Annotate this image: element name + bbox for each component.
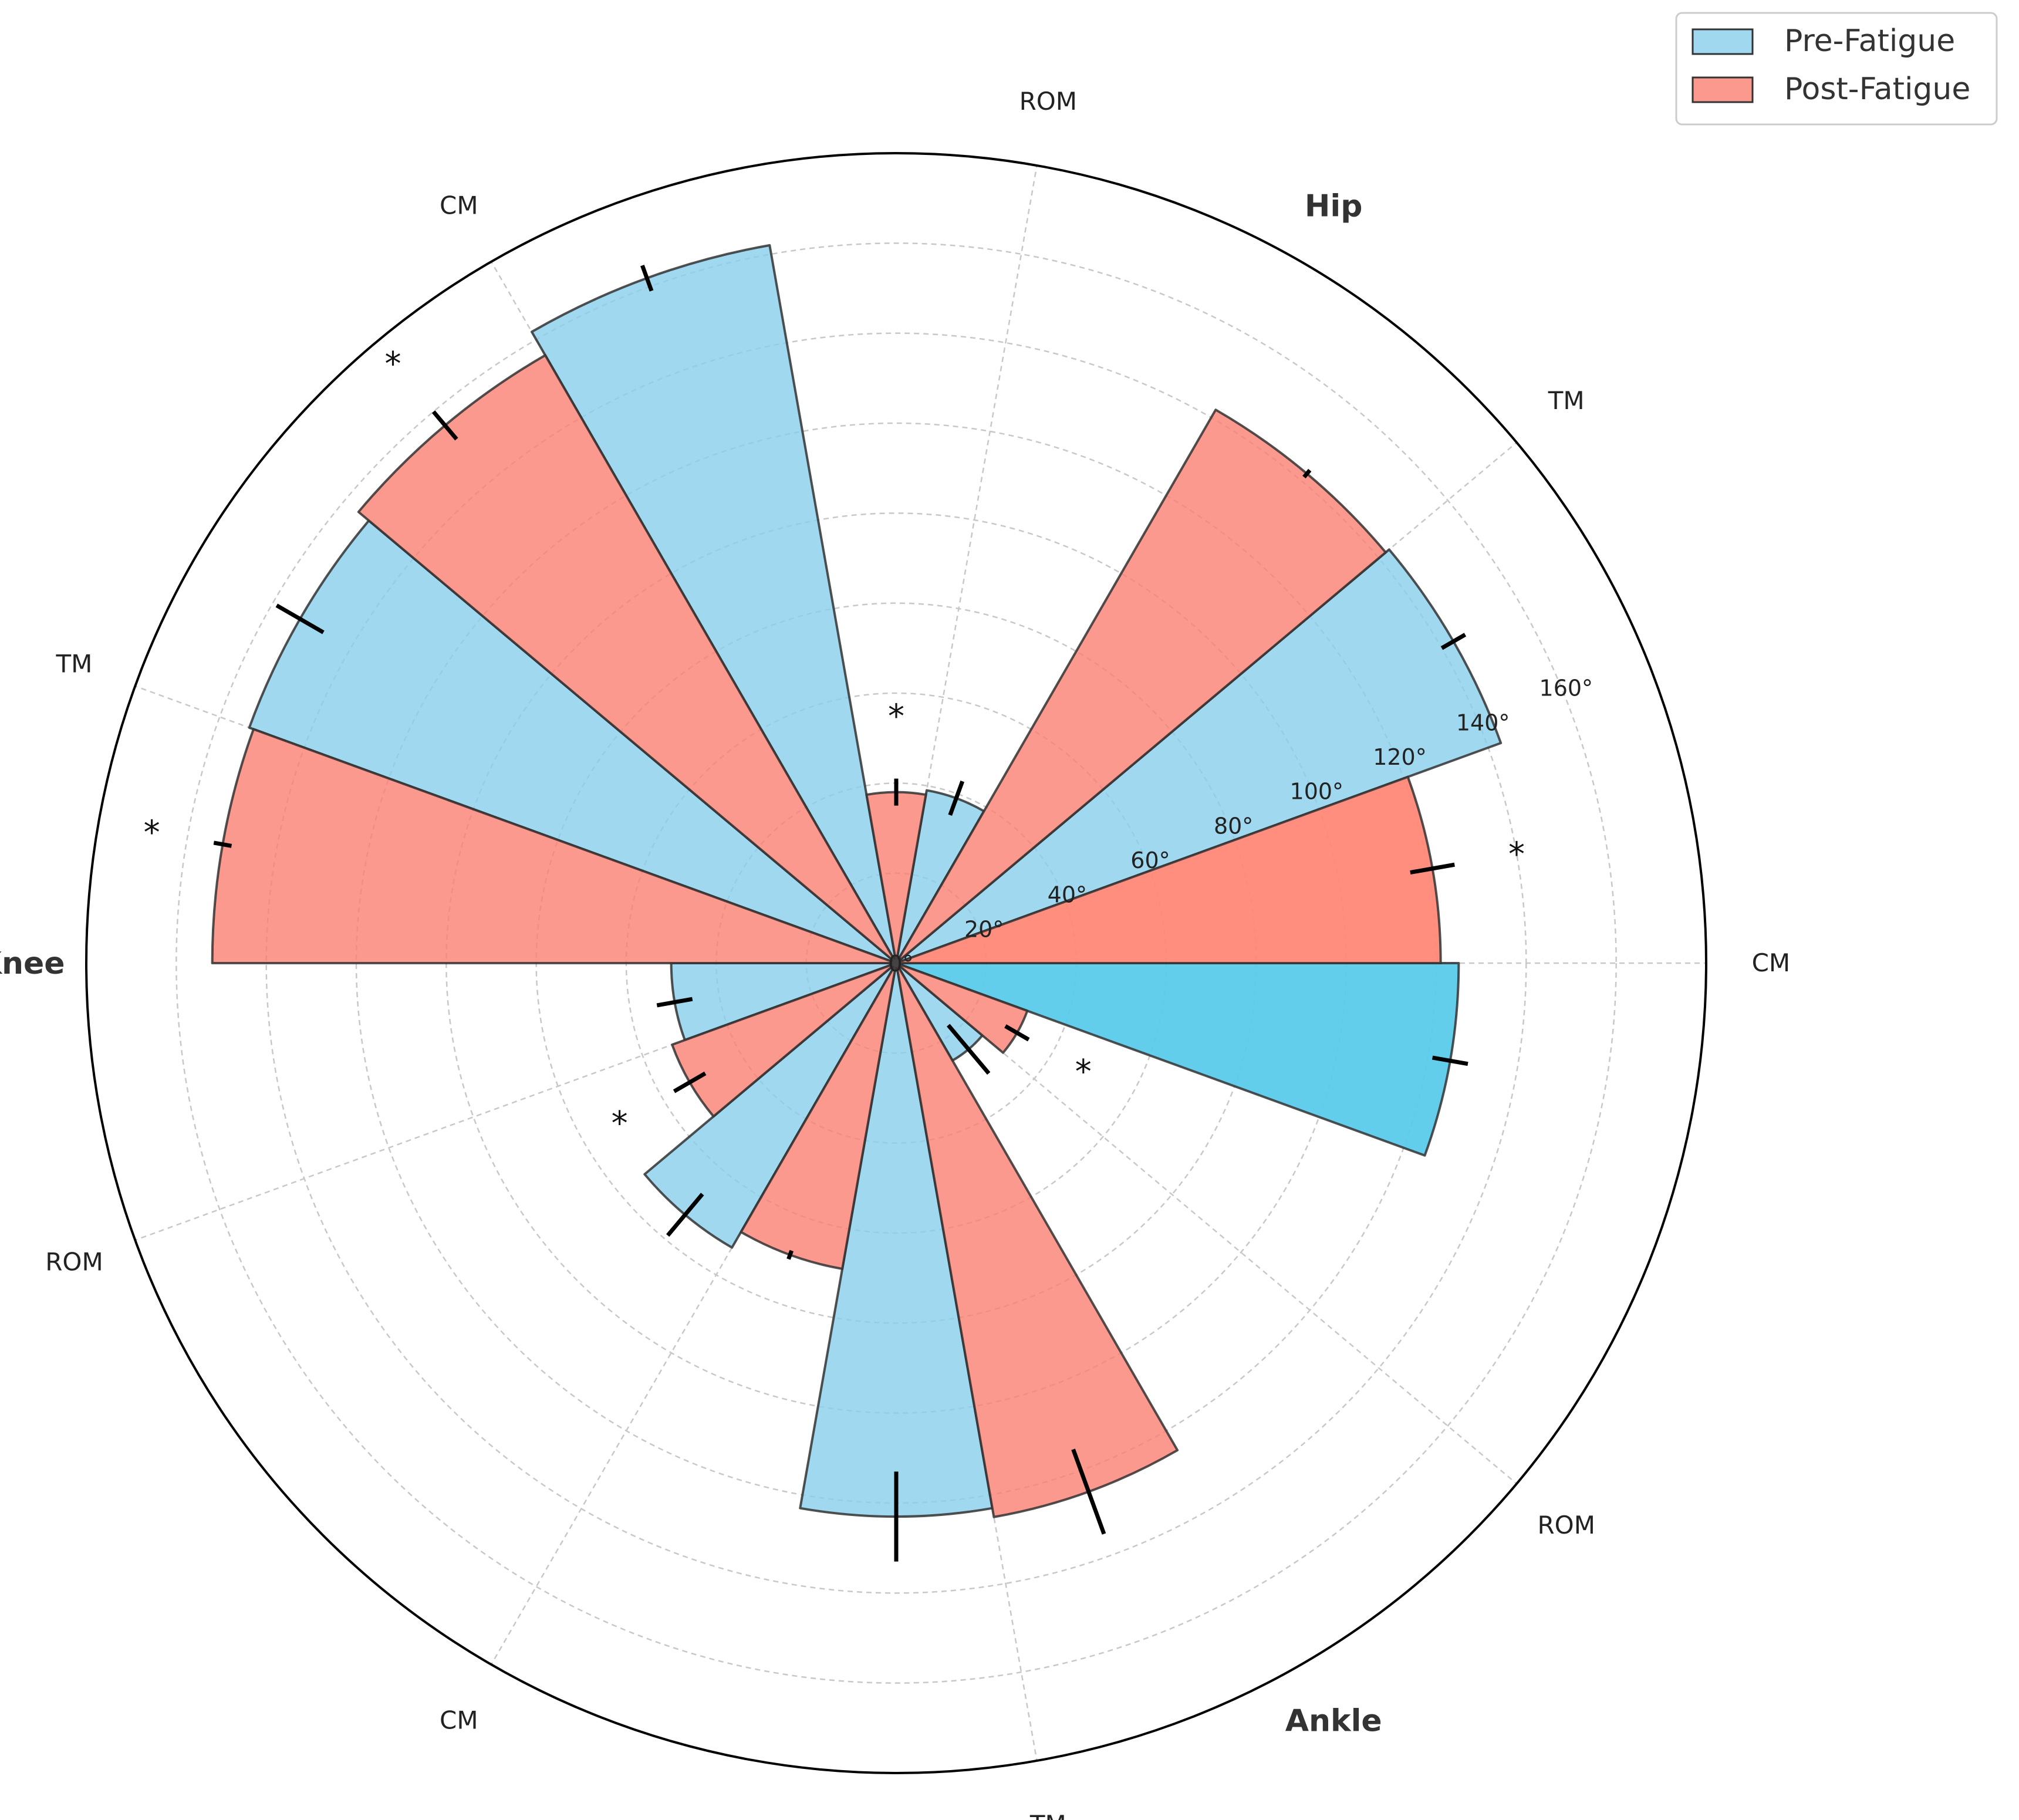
labels: * * * * * * 0° 20° 40° 60° 80° 100° 120° 140° 160° CM TM…: [0, 87, 1790, 1820]
error-bar: [656, 997, 693, 1008]
bars: [211, 244, 1503, 1518]
significance-marker: *: [144, 813, 160, 852]
category-label-rom: ROM: [1537, 1511, 1595, 1539]
significance-marker: *: [1508, 836, 1525, 874]
category-label-rom: ROM: [1019, 87, 1077, 116]
significance-marker: *: [1075, 1053, 1092, 1091]
joint-label-knee: Knee: [0, 946, 65, 981]
significance-marker: *: [888, 697, 904, 735]
radial-tick-label: 140°: [1456, 710, 1510, 735]
radial-tick-label: 40°: [1048, 882, 1087, 908]
radial-tick-label: 80°: [1214, 813, 1253, 839]
legend-swatch-post: [1691, 76, 1754, 103]
radial-tick-label: 120°: [1373, 744, 1427, 770]
error-bar: [786, 1250, 794, 1260]
error-bar: [431, 410, 458, 441]
error-bar: [275, 603, 325, 634]
legend-swatch-pre: [1691, 28, 1754, 55]
category-label-cm: CM: [440, 191, 478, 220]
polar-frame: [85, 152, 1707, 1774]
error-bar: [947, 1024, 991, 1075]
category-label-tm: TM: [56, 649, 93, 678]
radial-tick-label: 160°: [1539, 676, 1593, 701]
radial-tick-label: 20°: [964, 916, 1004, 942]
category-label-tm: TM: [1029, 1810, 1066, 1820]
category-label-rom: ROM: [45, 1248, 103, 1277]
joint-label-ankle: Ankle: [1285, 1704, 1382, 1739]
joint-label-hip: Hip: [1305, 188, 1363, 224]
error-bar: [640, 265, 654, 292]
significance-marker: *: [612, 1105, 628, 1143]
category-label-cm: CM: [1752, 948, 1791, 977]
error-bar: [213, 840, 232, 848]
error-bar: [666, 1193, 704, 1237]
grid-circle: [175, 242, 1617, 1684]
error-bar: [1004, 1024, 1030, 1042]
significance-marker: *: [385, 345, 401, 383]
error-bars: [213, 265, 1468, 1562]
error-bar: [1440, 633, 1467, 650]
error-bar: [1071, 1448, 1106, 1535]
error-bar: [948, 781, 965, 816]
centre-point: [892, 959, 900, 967]
legend-frame: [1675, 12, 1998, 126]
error-bar: [1410, 862, 1455, 875]
legend-label-post: Post-Fatigue: [1784, 72, 1970, 107]
category-label-cm: CM: [440, 1706, 478, 1735]
legend-label-pre: Pre-Fatigue: [1784, 23, 1955, 59]
error-bar: [673, 1071, 707, 1093]
radial-tick-label: 0°: [888, 951, 913, 977]
error-bar: [1302, 468, 1312, 479]
radial-tick-label: 60°: [1130, 847, 1170, 873]
error-bar: [1431, 1055, 1468, 1066]
legend: Pre-Fatigue Post-Fatigue: [1675, 12, 1998, 126]
category-label-tm: TM: [1548, 386, 1585, 415]
radial-tick-label: 100°: [1290, 779, 1344, 805]
